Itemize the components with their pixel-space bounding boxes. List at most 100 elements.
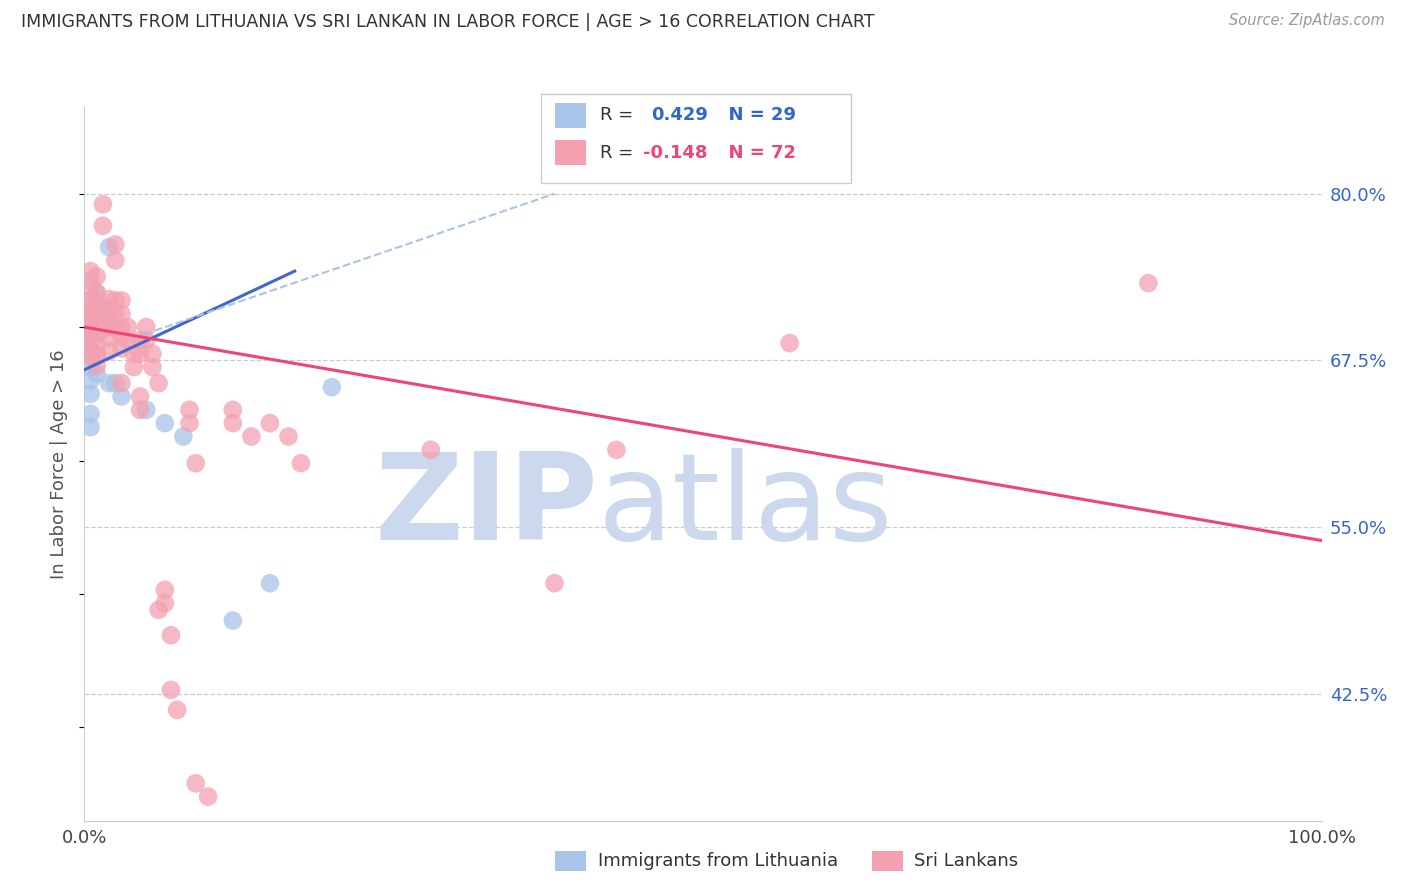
Point — [148, 603, 170, 617]
Point — [605, 442, 627, 457]
Text: N = 72: N = 72 — [716, 144, 796, 161]
Point — [110, 376, 132, 391]
Point — [79, 420, 101, 434]
Point — [135, 402, 157, 417]
Point — [160, 682, 183, 697]
Point — [222, 416, 245, 430]
Point — [91, 219, 114, 233]
Point — [290, 456, 312, 470]
Point — [91, 300, 114, 314]
Point — [110, 342, 132, 356]
Point — [86, 348, 108, 362]
Point — [91, 323, 114, 337]
Point — [79, 293, 101, 308]
Point — [91, 197, 114, 211]
Point — [104, 253, 127, 268]
Point — [129, 389, 152, 403]
Point — [135, 320, 157, 334]
Point — [129, 347, 152, 361]
Point — [79, 334, 101, 348]
Point — [79, 339, 101, 353]
Point — [153, 582, 176, 597]
Point — [98, 376, 121, 391]
Text: IMMIGRANTS FROM LITHUANIA VS SRI LANKAN IN LABOR FORCE | AGE > 16 CORRELATION CH: IMMIGRANTS FROM LITHUANIA VS SRI LANKAN … — [21, 13, 875, 31]
Text: N = 29: N = 29 — [716, 106, 796, 124]
Point — [86, 307, 108, 321]
Point — [98, 320, 121, 334]
Point — [79, 374, 101, 388]
Point — [179, 402, 201, 417]
Point — [79, 350, 101, 364]
Point — [86, 347, 108, 361]
Text: Sri Lankans: Sri Lankans — [914, 852, 1018, 870]
Point — [79, 273, 101, 287]
Text: Immigrants from Lithuania: Immigrants from Lithuania — [598, 852, 838, 870]
Point — [79, 312, 101, 326]
Point — [104, 237, 127, 252]
Point — [98, 331, 121, 345]
Text: 0.429: 0.429 — [651, 106, 707, 124]
Point — [86, 359, 108, 373]
Point — [79, 280, 101, 294]
Point — [86, 286, 108, 301]
Point — [79, 407, 101, 421]
Point — [129, 402, 152, 417]
Point — [98, 301, 121, 316]
Point — [153, 596, 176, 610]
Point — [240, 429, 263, 443]
Point — [179, 416, 201, 430]
Text: Source: ZipAtlas.com: Source: ZipAtlas.com — [1229, 13, 1385, 29]
Point — [98, 240, 121, 254]
Point — [104, 320, 127, 334]
Point — [129, 334, 152, 348]
Point — [122, 360, 145, 375]
Point — [79, 360, 101, 375]
Point — [184, 776, 207, 790]
Text: R =: R = — [600, 144, 640, 161]
Point — [86, 285, 108, 300]
Text: R =: R = — [600, 106, 645, 124]
Point — [543, 576, 565, 591]
Point — [110, 329, 132, 343]
Point — [259, 416, 281, 430]
Point — [104, 293, 127, 308]
Point — [104, 376, 127, 391]
Y-axis label: In Labor Force | Age > 16: In Labor Force | Age > 16 — [51, 349, 69, 579]
Point — [1137, 276, 1160, 290]
Point — [86, 316, 108, 330]
Point — [321, 380, 343, 394]
Point — [166, 703, 188, 717]
Point — [110, 389, 132, 403]
Text: atlas: atlas — [598, 448, 893, 566]
Point — [86, 326, 108, 341]
Point — [122, 347, 145, 361]
Point — [419, 442, 441, 457]
Point — [779, 336, 801, 351]
Point — [141, 360, 163, 375]
Point — [277, 429, 299, 443]
Point — [86, 307, 108, 321]
Point — [79, 307, 101, 321]
Point — [79, 386, 101, 401]
Point — [79, 264, 101, 278]
Point — [184, 456, 207, 470]
Point — [222, 402, 245, 417]
Point — [141, 347, 163, 361]
Point — [153, 416, 176, 430]
Point — [98, 344, 121, 359]
Point — [148, 376, 170, 391]
Point — [197, 789, 219, 804]
Point — [110, 320, 132, 334]
Point — [86, 296, 108, 310]
Point — [79, 320, 101, 334]
Point — [117, 334, 139, 348]
Point — [222, 614, 245, 628]
Point — [98, 310, 121, 325]
Point — [98, 292, 121, 306]
Point — [79, 329, 101, 343]
Point — [104, 307, 127, 321]
Point — [79, 347, 101, 361]
Point — [117, 320, 139, 334]
Point — [110, 293, 132, 308]
Point — [79, 302, 101, 317]
